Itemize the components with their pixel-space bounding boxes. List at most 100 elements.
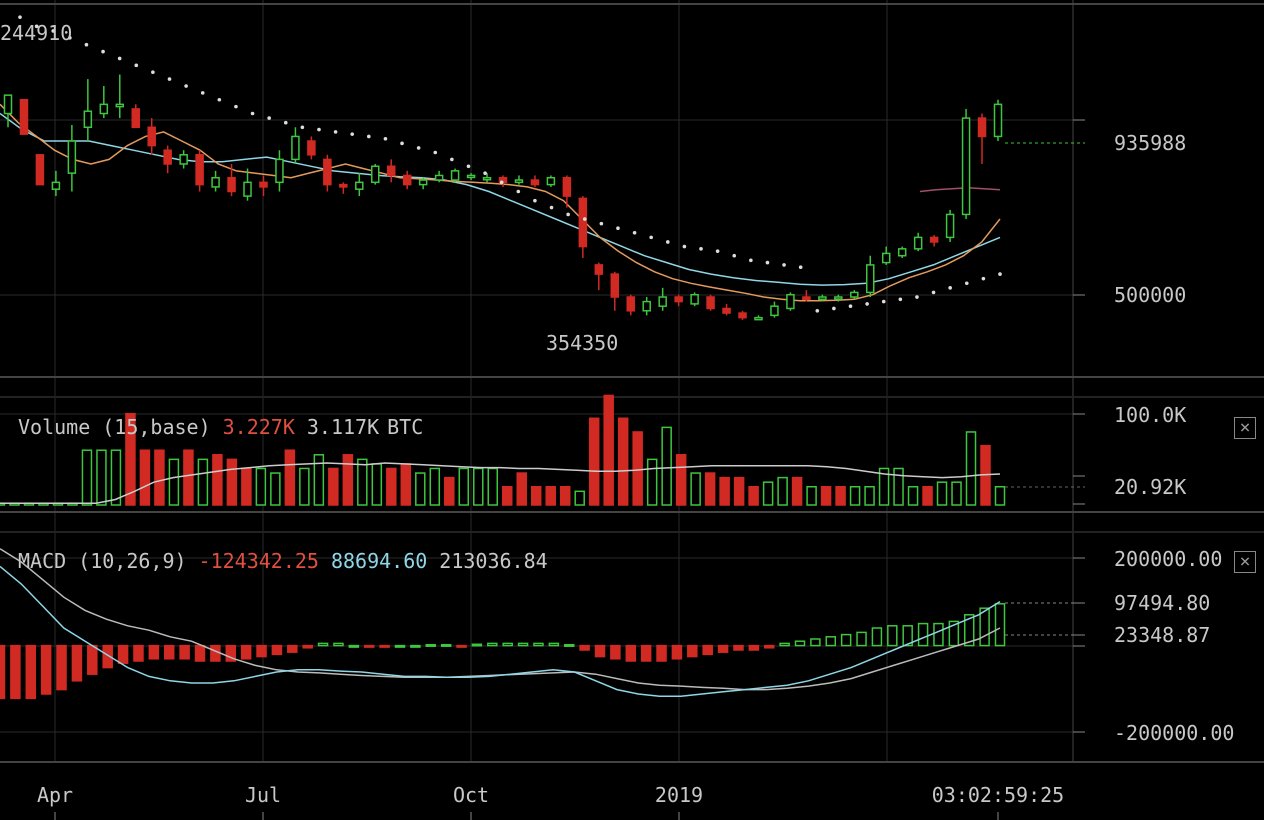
volume-bar xyxy=(922,485,933,506)
sar-dot xyxy=(749,258,753,263)
volume-unit: BTC xyxy=(387,415,424,439)
volume-bar xyxy=(400,463,412,506)
macd-tick-signal: 23348.87 xyxy=(1114,623,1210,647)
candle-body xyxy=(450,170,460,181)
volume-bar xyxy=(458,467,470,506)
right-axis-ticks xyxy=(1073,119,1085,733)
macd-histogram-bar xyxy=(333,642,344,647)
candle-body xyxy=(83,110,93,129)
candle-body xyxy=(834,296,843,300)
x-tick-label: Apr xyxy=(37,783,73,807)
macd-histogram-bar xyxy=(440,643,452,647)
sar-dot xyxy=(848,304,853,308)
sar-dot xyxy=(649,235,653,240)
volume-bar xyxy=(849,485,861,506)
volume-bar xyxy=(646,458,658,506)
volume-bar xyxy=(719,476,730,506)
high-marker-label: 244910 xyxy=(0,21,72,45)
sar-dot xyxy=(217,97,222,102)
sar-dot xyxy=(964,281,969,286)
volume-bar xyxy=(907,485,919,506)
macd-histogram-bar xyxy=(871,627,883,647)
volume-bar xyxy=(313,454,325,506)
candle-body xyxy=(211,176,220,188)
macd-histogram-bar xyxy=(271,644,283,656)
candle-body xyxy=(466,174,476,179)
sar-dot xyxy=(499,180,504,185)
crosshair-time-label: 03:02:59:25 xyxy=(932,783,1064,807)
macd-value-2: 88694.60 xyxy=(330,549,428,573)
sar-dot xyxy=(367,134,371,139)
macd-histogram-bar xyxy=(733,644,744,651)
macd-histogram-bar xyxy=(487,642,498,647)
candle-body xyxy=(259,181,268,188)
macd-histogram-bar xyxy=(533,642,544,647)
sar-dot xyxy=(682,244,687,249)
candle-body xyxy=(754,316,763,321)
macd-histogram-bar xyxy=(671,644,683,660)
close-macd-button[interactable]: × xyxy=(1234,551,1256,573)
volume-bar xyxy=(197,458,209,506)
sar-dot xyxy=(699,247,703,251)
candle-body xyxy=(386,165,396,177)
candle-body xyxy=(227,176,236,193)
candle-body xyxy=(802,296,811,301)
volume-value-2: 3.117K xyxy=(306,415,380,439)
sar-dot xyxy=(815,308,820,313)
sar-dot xyxy=(200,91,205,95)
candle-body xyxy=(67,140,77,174)
macd-histogram-bar xyxy=(87,644,98,675)
volume-tick-last: 20.92K xyxy=(1114,475,1186,499)
macd-histogram-bar xyxy=(610,644,621,660)
macd-histogram-bar xyxy=(163,644,175,660)
candle-body xyxy=(307,140,316,156)
candle-body xyxy=(51,181,61,190)
volume-bar xyxy=(299,467,310,506)
macd-histogram-bar xyxy=(410,644,421,648)
last-price-label: 935988 xyxy=(1114,131,1186,155)
candle-body xyxy=(722,307,731,314)
macd-histogram-bar xyxy=(594,644,606,658)
candle-body xyxy=(562,176,572,197)
macd-histogram-bar xyxy=(794,640,806,647)
volume-bar xyxy=(864,485,875,506)
close-volume-button[interactable]: × xyxy=(1234,417,1256,439)
volume-bar xyxy=(226,458,238,506)
candle-body xyxy=(770,305,779,317)
sar-dot xyxy=(616,226,620,230)
volume-bar xyxy=(81,449,93,506)
sar-dot xyxy=(84,42,89,47)
candle-body xyxy=(578,197,588,248)
volume-bar xyxy=(212,454,223,506)
macd-histogram-bar xyxy=(179,644,190,660)
volume-bar xyxy=(733,476,745,506)
macd-histogram-bar xyxy=(348,644,360,648)
volume-bar xyxy=(675,454,687,506)
macd-histogram-bar xyxy=(656,644,667,662)
sar-dot xyxy=(433,150,438,155)
sar-dot xyxy=(533,198,537,203)
macd-tick-bottom: -200000.00 xyxy=(1114,721,1234,745)
sar-dot xyxy=(184,84,188,88)
volume-bar xyxy=(284,449,296,506)
macd-histogram-bar xyxy=(225,644,237,662)
volume-bar xyxy=(168,458,180,506)
sar-dot xyxy=(317,127,321,132)
candle-body xyxy=(642,300,651,312)
sar-dot xyxy=(998,272,1002,276)
macd-histogram xyxy=(0,603,1006,700)
macd-histogram-bar xyxy=(102,644,113,669)
candle-body xyxy=(355,181,364,190)
candle-body xyxy=(291,135,300,161)
macd-value-1: -124342.25 xyxy=(198,549,319,573)
sar-dot xyxy=(715,249,720,253)
candle-body xyxy=(514,179,524,184)
sar-dot xyxy=(832,306,836,311)
candle-body xyxy=(35,154,45,186)
macd-histogram-bar xyxy=(471,643,483,647)
macd-histogram-bar xyxy=(579,644,590,651)
candle-body xyxy=(163,149,172,165)
macd-histogram-bar xyxy=(0,644,6,700)
moving-average-fast-line xyxy=(0,103,1001,302)
